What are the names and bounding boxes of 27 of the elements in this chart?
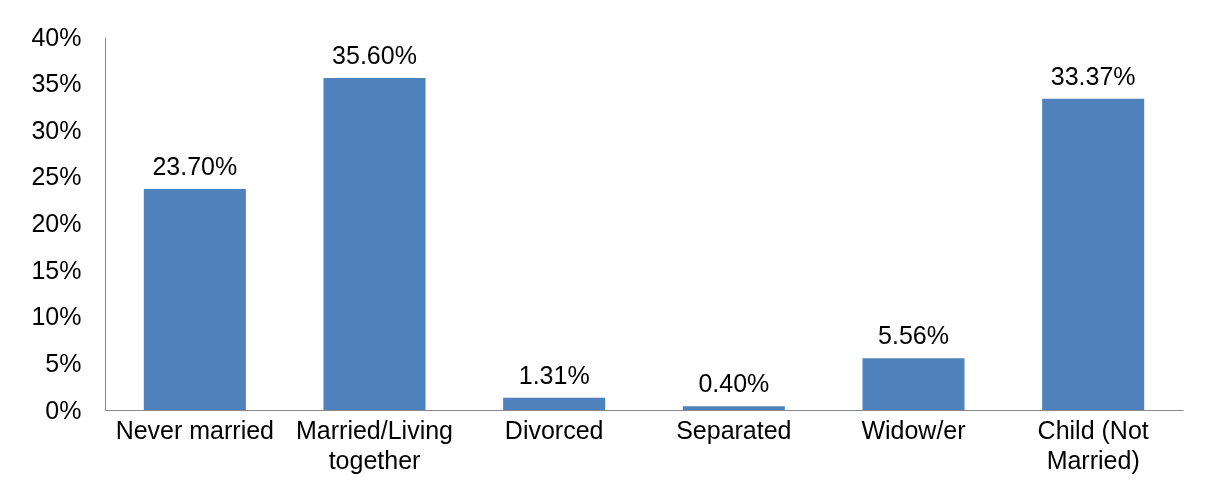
y-tick-label: 20% — [31, 209, 82, 237]
bar — [323, 78, 426, 410]
data-label: 33.37% — [1050, 61, 1136, 90]
data-label: 35.60% — [332, 41, 417, 70]
x-tick-label: Married/Living together — [295, 415, 454, 474]
y-tick-label: 10% — [31, 302, 82, 331]
bar — [862, 358, 965, 410]
bar — [1042, 98, 1145, 410]
x-tick-label: Never married — [115, 415, 275, 444]
data-label: 1.31% — [518, 360, 590, 389]
data-label: 5.56% — [878, 321, 949, 350]
x-tick-label: Divorced — [504, 415, 604, 444]
y-tick-label: 30% — [31, 115, 82, 144]
data-label: 0.40% — [698, 369, 770, 398]
x-tick-label: Widow/er — [861, 415, 966, 444]
y-tick-label: 40% — [31, 22, 82, 51]
bar — [503, 397, 606, 410]
y-tick-label: 35% — [31, 69, 82, 98]
y-tick-label: 15% — [31, 255, 82, 284]
y-tick-label: 5% — [45, 348, 82, 377]
data-label: 23.70% — [152, 152, 238, 180]
y-tick-label: 0% — [45, 395, 82, 424]
y-tick-label: 25% — [31, 162, 82, 191]
x-tick-label: Separated — [676, 415, 792, 444]
bar — [143, 189, 246, 410]
x-tick-label: Child (Not Married) — [1037, 415, 1149, 474]
bar — [682, 406, 785, 410]
